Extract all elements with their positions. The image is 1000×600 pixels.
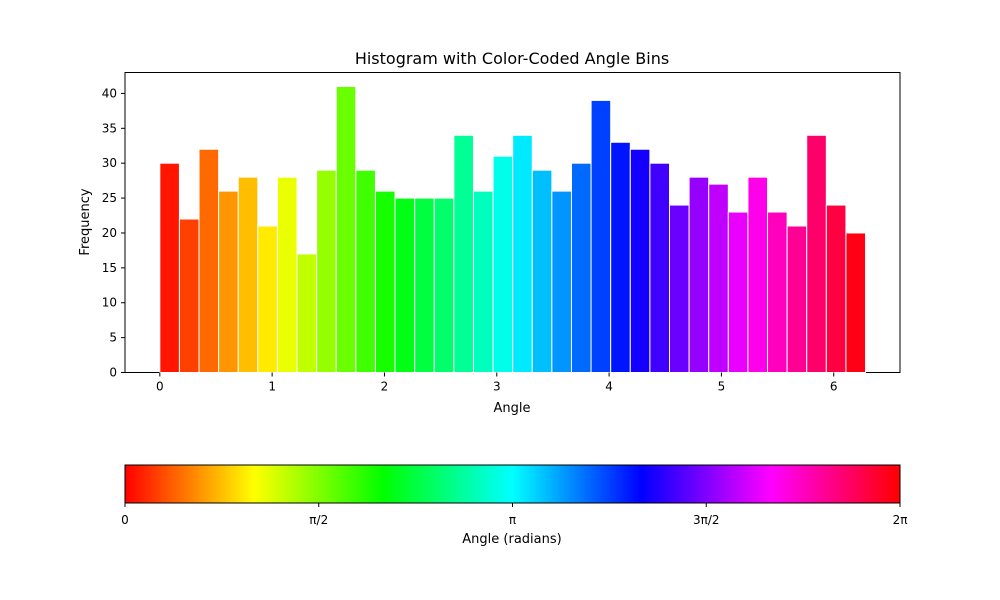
x-tick-label: 5 xyxy=(718,380,726,394)
histogram-bars xyxy=(159,85,867,374)
histogram-bar xyxy=(355,169,376,373)
plot-area: 0 1 2 3 4 5 6 0 5 10 15 20 25 30 35 40 xyxy=(102,72,901,394)
histogram-bar xyxy=(531,169,553,373)
y-tick-label: 25 xyxy=(102,191,117,205)
histogram-bar xyxy=(453,134,474,373)
y-tick-label: 5 xyxy=(109,331,117,345)
histogram-bar xyxy=(178,218,200,373)
histogram-bar xyxy=(316,169,337,373)
colorbar-gradient xyxy=(124,464,901,504)
histogram-bar xyxy=(727,211,749,373)
histogram-bar xyxy=(806,134,827,373)
histogram-bar xyxy=(218,190,239,373)
histogram-bar xyxy=(296,253,318,374)
colorbar-ticks: 0 π/2 π 3π/2 2π xyxy=(121,503,907,527)
x-tick-label: 2 xyxy=(381,380,389,394)
histogram-bar xyxy=(629,148,651,373)
histogram-bar xyxy=(237,176,259,373)
histogram-bar xyxy=(570,162,592,373)
histogram-bar xyxy=(786,225,808,373)
histogram-bar xyxy=(610,141,631,373)
x-tick-label: 4 xyxy=(605,380,613,394)
y-tick-label: 10 xyxy=(102,296,117,310)
histogram-bar xyxy=(374,190,396,373)
colorbar-tick-label: π xyxy=(509,513,516,527)
x-tick-label: 1 xyxy=(268,380,276,394)
colorbar-tick-label: 0 xyxy=(121,513,129,527)
x-tick-label: 6 xyxy=(830,380,838,394)
colorbar-title: Angle (radians) xyxy=(462,532,561,547)
histogram-bar xyxy=(414,197,435,373)
y-tick-label: 35 xyxy=(102,121,117,135)
chart-title: Histogram with Color-Coded Angle Bins xyxy=(355,49,669,68)
colorbar-tick-label: 3π/2 xyxy=(693,513,720,527)
x-axis-title: Angle xyxy=(494,401,531,416)
histogram-bar xyxy=(472,190,494,373)
x-tick-label: 3 xyxy=(493,380,501,394)
histogram-bar xyxy=(688,176,710,373)
histogram-bar xyxy=(590,99,612,373)
histogram-bar xyxy=(492,155,514,373)
histogram-bar xyxy=(825,204,847,373)
histogram-bar xyxy=(551,190,572,373)
colorbar-tick-label: 2π xyxy=(893,513,908,527)
y-tick-label: 20 xyxy=(102,226,117,240)
histogram-bar xyxy=(747,176,769,373)
y-tick-label: 40 xyxy=(102,86,117,100)
y-axis-ticks: 0 5 10 15 20 25 30 35 40 xyxy=(102,86,125,380)
histogram-bar xyxy=(257,225,278,373)
histogram-bar xyxy=(433,197,455,373)
histogram-bar xyxy=(159,162,180,373)
colorbar-tick-label: π/2 xyxy=(309,513,328,527)
histogram-bar xyxy=(335,85,357,373)
histogram-bar xyxy=(649,162,671,373)
y-tick-label: 15 xyxy=(102,261,117,275)
y-axis-title: Frequency xyxy=(78,188,93,255)
histogram-bar xyxy=(669,204,690,373)
histogram-bar xyxy=(767,211,788,373)
colorbar: 0 π/2 π 3π/2 2π Angle (radians) xyxy=(121,464,907,547)
histogram-bar xyxy=(845,232,867,373)
y-tick-label: 30 xyxy=(102,156,117,170)
histogram-bar xyxy=(512,134,533,373)
y-tick-label: 0 xyxy=(109,366,117,380)
histogram-bar xyxy=(394,197,416,373)
histogram-bar xyxy=(276,176,298,373)
x-axis-ticks: 0 1 2 3 4 5 6 xyxy=(156,372,838,394)
histogram-bar xyxy=(708,183,729,373)
histogram-bar xyxy=(198,148,220,373)
x-tick-label: 0 xyxy=(156,380,164,394)
